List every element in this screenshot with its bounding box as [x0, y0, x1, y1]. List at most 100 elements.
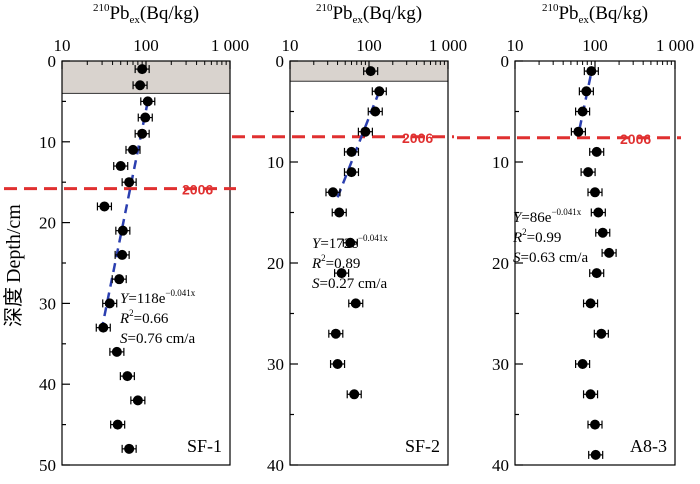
fit-equation-var: Y: [312, 236, 322, 252]
y-tick-label: 40: [39, 375, 56, 394]
x-axis-title: 210Pbex(Bq/kg): [542, 2, 648, 26]
data-point: [570, 126, 586, 137]
y-tick-label: 30: [39, 294, 56, 313]
data-point: [363, 66, 379, 77]
y-tick-label: 30: [267, 355, 284, 374]
data-point: [113, 161, 129, 172]
data-point: [582, 298, 599, 309]
data-point: [582, 389, 599, 400]
rate-value: =0.63 cm/a: [521, 250, 589, 266]
fit-equation: Y=118e−0.041x: [120, 288, 196, 307]
r-squared-label: R: [512, 230, 522, 246]
regression-fit-line: [577, 75, 592, 132]
r-squared-label: R: [311, 256, 321, 272]
data-point: [111, 274, 127, 285]
rate-label: S: [312, 276, 320, 292]
point-marker: [334, 207, 345, 218]
y-tick-label: 0: [501, 52, 510, 71]
x-axis-title: 210Pbex(Bq/kg): [316, 2, 422, 26]
data-point: [102, 298, 118, 309]
point-marker: [585, 389, 596, 400]
data-point: [371, 86, 387, 97]
data-point: [119, 371, 135, 382]
point-marker: [577, 359, 588, 369]
y-tick-label: 0: [276, 52, 285, 71]
x-axis-title-sub: ex: [579, 14, 590, 26]
x-tick-label: 100: [133, 36, 159, 55]
r-squared-value: =0.99: [527, 230, 562, 246]
point-marker: [114, 274, 125, 285]
point-marker: [140, 112, 151, 123]
data-point: [134, 64, 150, 75]
sedimentation-rate: S=0.63 cm/a: [513, 250, 588, 266]
x-tick-label: 1 000: [429, 36, 467, 55]
regression-fit-line: [100, 101, 150, 328]
x-axis-title-main: Pb: [558, 3, 578, 24]
y-tick-label: 30: [492, 355, 509, 374]
rate-value: =0.76 cm/a: [128, 331, 196, 347]
data-point: [588, 449, 604, 460]
y-tick-label: 50: [39, 456, 56, 475]
point-marker: [573, 126, 584, 137]
fit-r-squared: R2=0.89: [311, 253, 360, 272]
point-marker: [98, 322, 109, 333]
fit-equation-eq: =172e: [320, 236, 358, 252]
point-marker: [349, 389, 360, 400]
point-marker: [350, 298, 361, 309]
data-point: [130, 395, 146, 406]
panel-label: SF-2: [405, 436, 440, 456]
x-tick-label: 10: [282, 36, 299, 55]
point-marker: [597, 227, 608, 238]
data-point: [110, 419, 126, 430]
point-marker: [332, 359, 343, 369]
data-point: [121, 177, 137, 188]
data-point: [325, 187, 341, 198]
year-2006-label: 2006: [620, 131, 651, 147]
x-tick-label: 100: [582, 36, 608, 55]
data-point: [601, 247, 617, 258]
data-point: [590, 207, 606, 218]
x-axis-title-sub: ex: [353, 14, 364, 26]
point-marker: [591, 146, 602, 157]
point-marker: [591, 268, 602, 279]
data-point: [140, 96, 156, 107]
point-marker: [124, 177, 135, 188]
fit-equation-eq: =86e: [521, 210, 551, 226]
sedimentation-rate: S=0.76 cm/a: [120, 331, 195, 347]
data-point: [95, 322, 111, 333]
x-axis-title: 210Pbex(Bq/kg): [93, 2, 199, 26]
data-point: [125, 144, 141, 155]
data-point: [137, 112, 153, 123]
data-point: [595, 227, 611, 238]
point-marker: [346, 146, 357, 157]
x-axis-title-sub: ex: [130, 14, 141, 26]
y-axis-title-en: Depth/cm: [3, 204, 25, 283]
point-marker: [117, 225, 128, 236]
point-marker: [360, 126, 371, 137]
x-tick-label: 10: [507, 36, 524, 55]
point-marker: [135, 80, 146, 91]
panel-sf-1: 10 100 1 00001020304050210Pbex(Bq/kg)2006Y…: [4, 2, 249, 475]
point-marker: [112, 419, 123, 430]
data-point: [589, 268, 605, 279]
point-marker: [581, 86, 592, 97]
y-axis-title: 深度 Depth/cm: [1, 204, 25, 327]
fit-equation-exp: −0.041x: [165, 288, 195, 298]
point-marker: [596, 328, 607, 339]
y-tick-label: 0: [48, 52, 57, 71]
point-marker: [142, 96, 153, 107]
x-axis-title-main: Pb: [332, 3, 352, 24]
data-point: [367, 106, 383, 117]
y-tick-label: 40: [492, 456, 509, 475]
fit-equation-exp: −0.041x: [358, 233, 388, 243]
r-squared-sup: 2: [129, 308, 134, 318]
x-tick-label: 1 000: [211, 36, 249, 55]
y-tick-label: 40: [267, 456, 284, 475]
x-axis-title-sup: 210: [93, 2, 110, 14]
x-axis-title-sup: 210: [316, 2, 333, 14]
y-tick-label: 20: [39, 214, 56, 233]
x-tick-label: 1 000: [656, 36, 694, 55]
point-marker: [104, 298, 115, 309]
rate-value: =0.27 cm/a: [320, 276, 388, 292]
